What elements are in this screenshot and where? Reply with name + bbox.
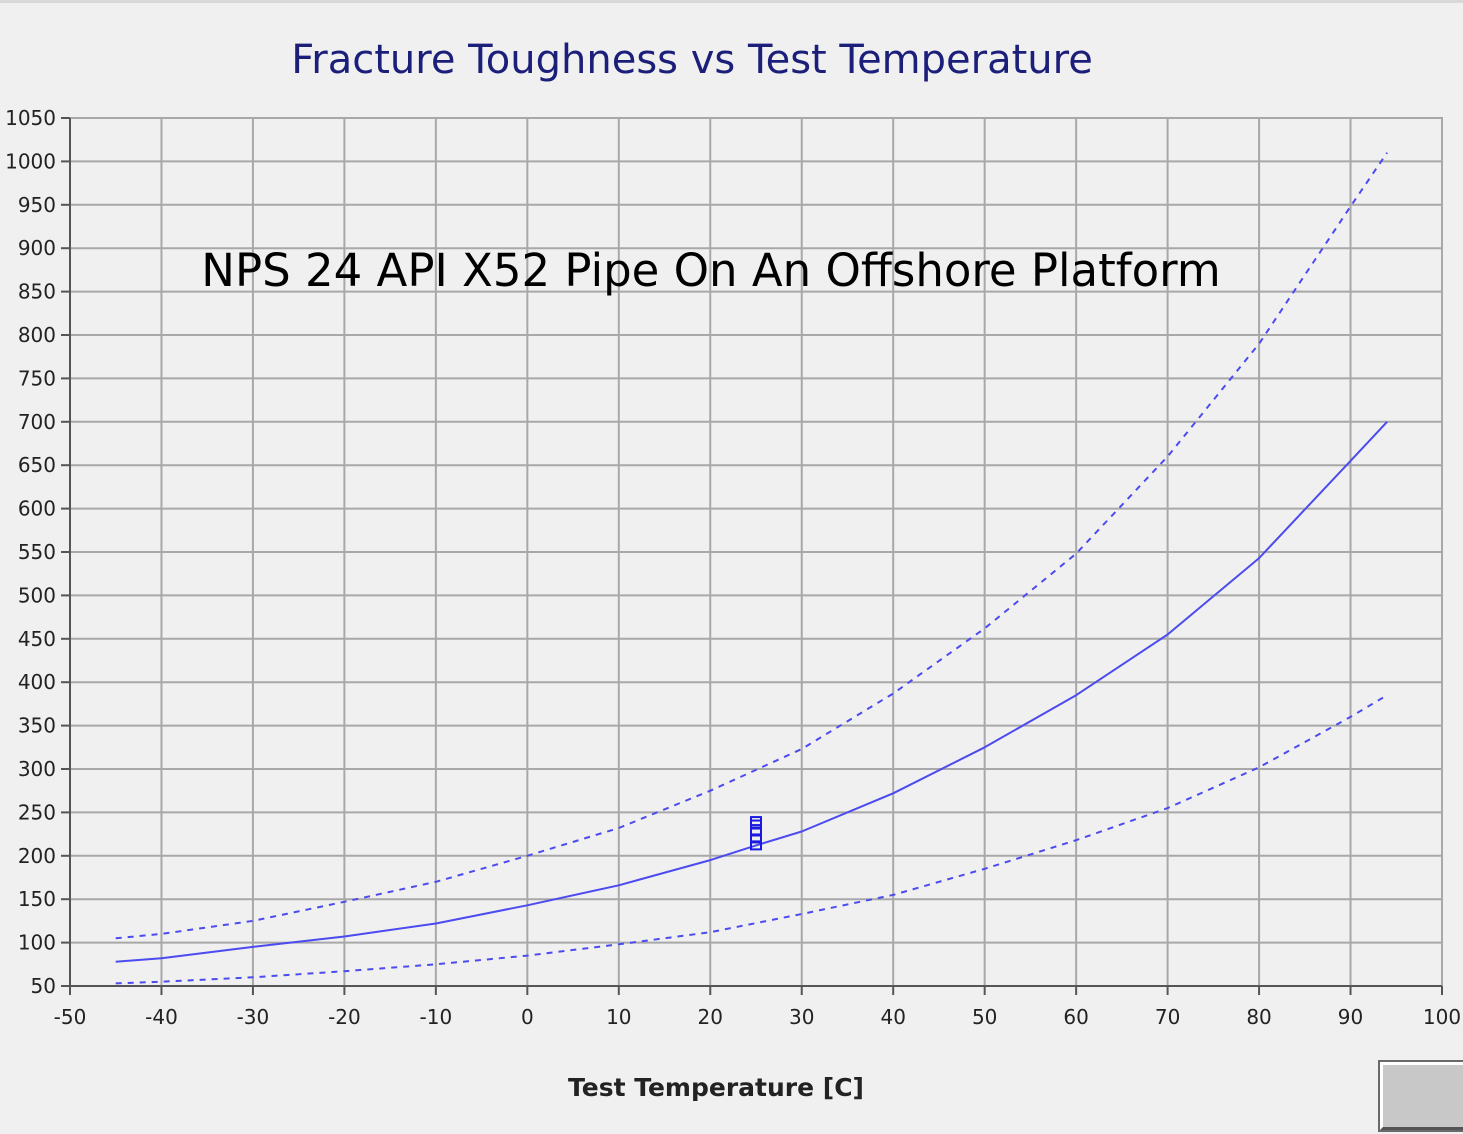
- plot-annotation: NPS 24 API X52 Pipe On An Offshore Platf…: [201, 244, 1220, 297]
- x-tick-label-7: 20: [698, 1005, 723, 1029]
- series-layer: [115, 152, 1388, 985]
- median-series-line: [115, 421, 1388, 963]
- x-tick-label-2: -30: [237, 1005, 270, 1029]
- y-tick-label-4: 250: [18, 800, 56, 824]
- x-tick-label-9: 40: [880, 1005, 905, 1029]
- y-tick-label-2: 150: [18, 887, 56, 911]
- test-data-point-2: [750, 826, 762, 837]
- y-tick-label-16: 850: [18, 280, 56, 304]
- test-data-point-1: [750, 833, 762, 844]
- x-tick-label-1: -40: [145, 1005, 178, 1029]
- test-data-point-4: [750, 816, 762, 827]
- y-tick-label-20: 1050: [5, 106, 56, 130]
- y-tick-label-10: 550: [18, 540, 56, 564]
- x-tick-label-5: 0: [521, 1005, 534, 1029]
- x-tick-label-14: 90: [1338, 1005, 1363, 1029]
- y-tick-label-8: 450: [18, 627, 56, 651]
- y-tick-label-19: 1000: [5, 149, 56, 173]
- x-tick-label-10: 50: [972, 1005, 997, 1029]
- test-data-point-0: [750, 840, 762, 851]
- y-tick-label-17: 900: [18, 236, 56, 260]
- chart-title: Fracture Toughness vs Test Temperature: [291, 37, 1093, 83]
- x-tick-label-12: 70: [1155, 1005, 1180, 1029]
- y-tick-label-9: 500: [18, 583, 56, 607]
- y-tick-label-15: 800: [18, 323, 56, 347]
- y-tick-label-1: 100: [18, 931, 56, 955]
- y-tick-label-7: 400: [18, 670, 56, 694]
- panel-button[interactable]: [1378, 1060, 1463, 1132]
- y-tick-label-6: 350: [18, 714, 56, 738]
- y-tick-label-3: 200: [18, 844, 56, 868]
- x-tick-label-3: -20: [328, 1005, 361, 1029]
- window-top-border: [0, 0, 1463, 3]
- x-tick-label-11: 60: [1063, 1005, 1088, 1029]
- y-tick-label-18: 950: [18, 193, 56, 217]
- lower-bound-series-line: [115, 694, 1388, 985]
- y-tick-label-12: 650: [18, 453, 56, 477]
- x-tick-label-0: -50: [54, 1005, 87, 1029]
- y-tick-label-13: 700: [18, 410, 56, 434]
- y-tick-label-0: 50: [31, 974, 56, 998]
- x-tick-label-13: 80: [1246, 1005, 1271, 1029]
- x-tick-label-15: 100: [1423, 1005, 1461, 1029]
- x-axis-label: Test Temperature [C]: [568, 1073, 864, 1102]
- upper-bound-series-line: [115, 152, 1388, 940]
- x-tick-label-4: -10: [420, 1005, 453, 1029]
- y-tick-label-5: 300: [18, 757, 56, 781]
- axes: 5010015020025030035040045050055060065070…: [5, 106, 1461, 1029]
- x-tick-label-8: 30: [789, 1005, 814, 1029]
- y-tick-label-11: 600: [18, 497, 56, 521]
- x-tick-label-6: 10: [606, 1005, 631, 1029]
- y-tick-label-14: 750: [18, 366, 56, 390]
